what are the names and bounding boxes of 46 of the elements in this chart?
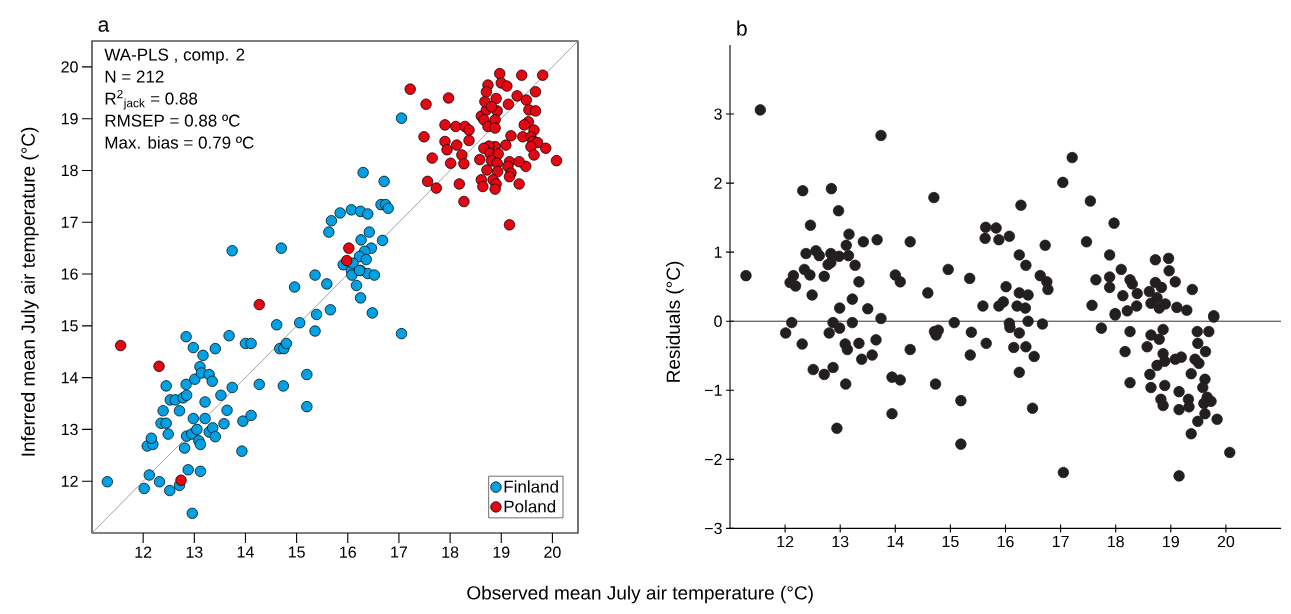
- y-tick-label: 1: [714, 246, 722, 258]
- annotation: Max. bias = 0.79 ºC: [105, 136, 254, 149]
- annotation: N = 212: [105, 70, 164, 83]
- annotation: RMSEP = 0.88 ºC: [105, 114, 240, 127]
- x-tick-label: 17: [391, 546, 408, 558]
- chart-title: b: [737, 20, 747, 36]
- y-tick-label: 18: [61, 164, 78, 177]
- x-tick-label: 13: [832, 535, 849, 548]
- y-tick-label: 3: [714, 108, 722, 120]
- y-tick-label: 12: [61, 475, 78, 487]
- y-tick-label: 17: [61, 216, 78, 228]
- x-tick-label: 12: [777, 535, 794, 548]
- y-tick-label: 20: [61, 61, 78, 73]
- x-tick-label: 18: [1108, 535, 1124, 548]
- x-tick-label: 20: [1217, 535, 1235, 548]
- y-tick-label: −3: [705, 522, 722, 535]
- x-tick-label: 19: [493, 546, 510, 558]
- x-tick-label: 17: [1052, 535, 1069, 547]
- y-tick-label: 19: [61, 113, 78, 125]
- y-tick-label: −1: [705, 384, 722, 396]
- annotation: R$^{2}$$_{jack}$ = 0.88: [105, 89, 198, 110]
- y-axis-title: Inferred mean July air temperature (°C): [20, 127, 39, 456]
- x-tick-label: 18: [442, 546, 459, 558]
- y-tick-label: 0: [714, 315, 722, 327]
- annotation: WA-PLS , comp. 2: [104, 48, 245, 64]
- chart-title: a: [98, 20, 110, 32]
- x-axis-title: Observed mean July air temperature (°C): [467, 585, 813, 604]
- y-tick-label: −2: [705, 453, 722, 465]
- x-tick-label: 16: [997, 535, 1014, 548]
- x-tick-label: 20: [544, 546, 561, 558]
- x-tick-label: 14: [887, 535, 904, 547]
- x-tick-label: 19: [1163, 535, 1179, 548]
- y-tick-label: 14: [61, 372, 78, 384]
- y-tick-label: 2: [714, 177, 722, 189]
- y-axis-title: Residuals (°C): [666, 261, 684, 382]
- legend-label: Finland: [504, 480, 558, 493]
- y-tick-label: 13: [61, 423, 78, 436]
- x-tick-label: 15: [942, 535, 959, 548]
- x-tick-label: 15: [288, 546, 305, 558]
- x-tick-label: 16: [340, 546, 356, 558]
- y-tick-label: 16: [61, 268, 78, 280]
- y-tick-label: 15: [61, 320, 78, 332]
- x-tick-label: 12: [135, 546, 152, 558]
- x-tick-label: 13: [186, 546, 203, 558]
- legend-label: Poland: [504, 500, 556, 513]
- x-tick-label: 14: [237, 546, 254, 558]
